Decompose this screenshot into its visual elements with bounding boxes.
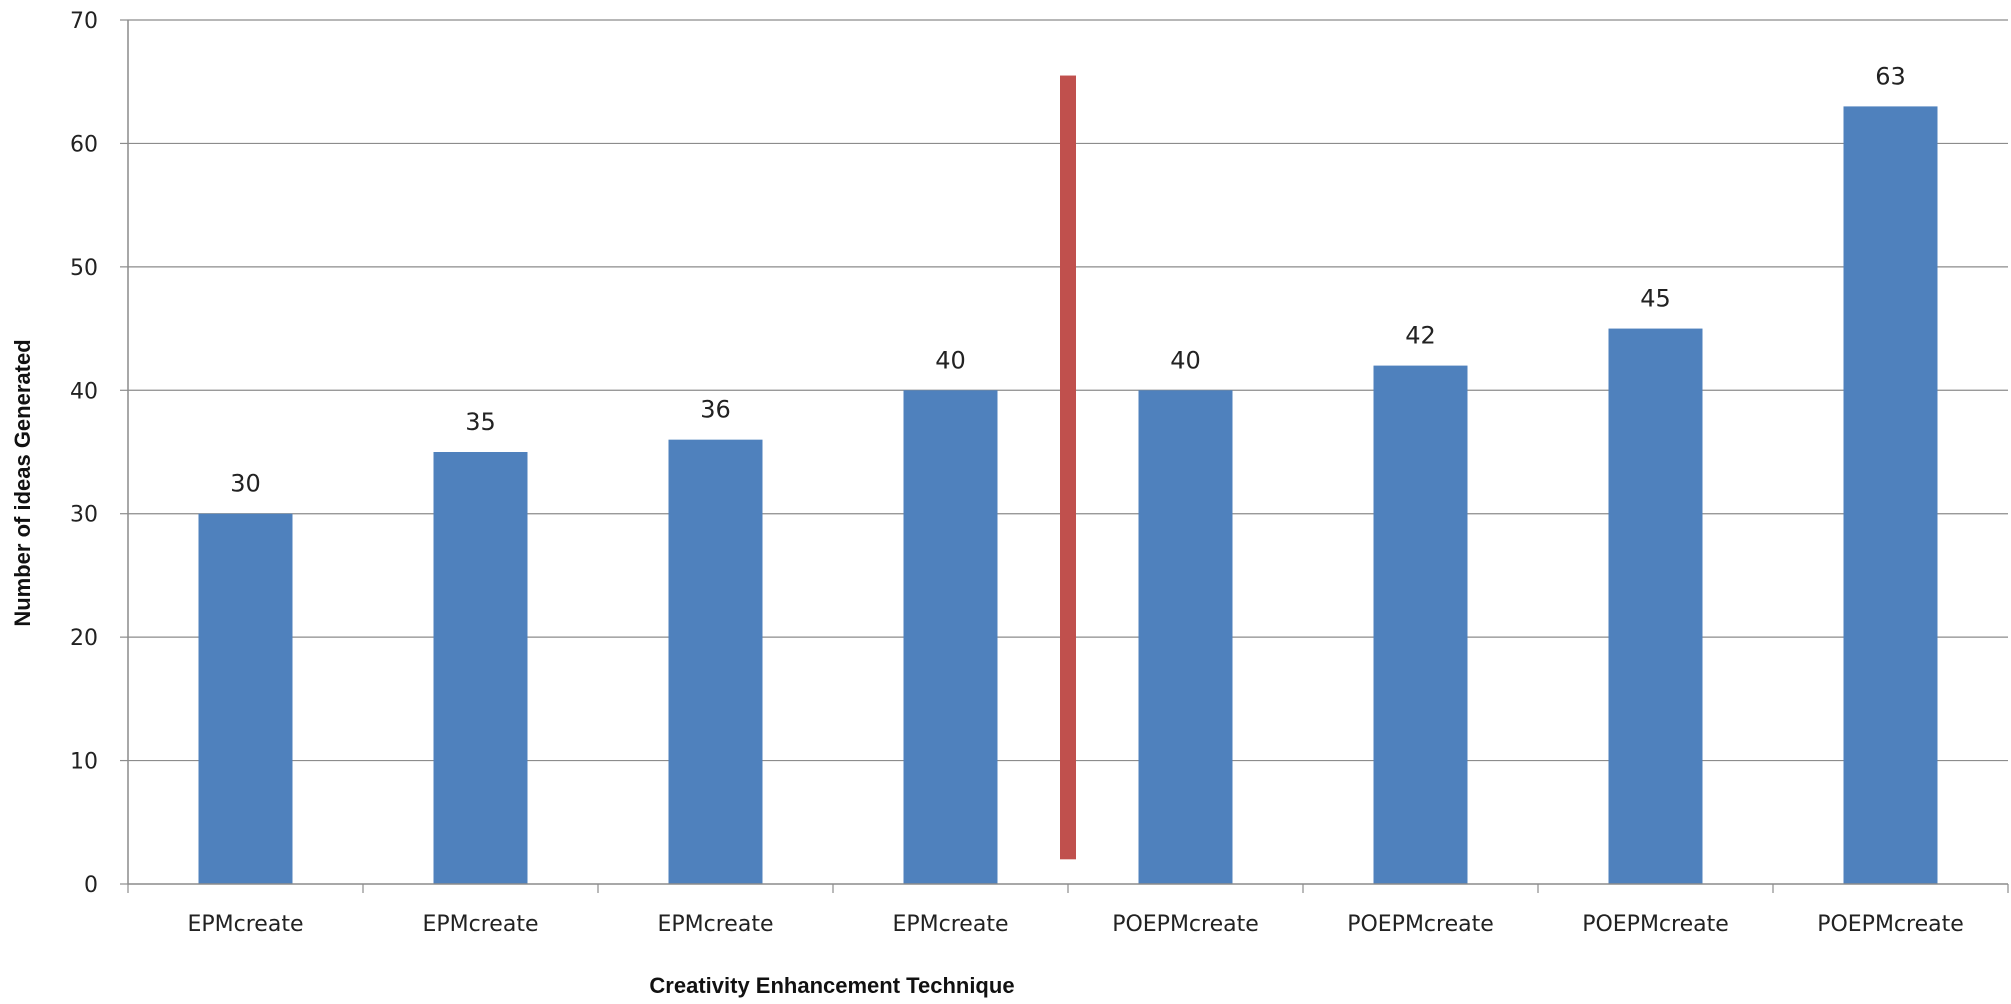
category-label: POEPMcreate [1817,912,1964,937]
data-label: 36 [700,396,731,424]
category-label: POEPMcreate [1347,912,1494,937]
data-label: 63 [1875,62,1906,90]
data-label: 45 [1640,285,1671,313]
group-separator-line [1060,75,1076,860]
bar [903,390,998,884]
bar [1138,390,1233,884]
bar [198,513,293,884]
bar [1843,106,1938,884]
category-label: EPMcreate [423,912,539,937]
data-label: 35 [465,408,496,436]
category-label: EPMcreate [658,912,774,937]
data-label: 40 [1170,346,1201,374]
data-label: 40 [935,346,966,374]
y-tick-label: 0 [84,873,98,898]
data-label: 42 [1405,322,1436,350]
bar [433,452,528,884]
axes [127,20,2009,893]
category-label: EPMcreate [188,912,304,937]
category-label: EPMcreate [893,912,1009,937]
y-tick-label: 30 [70,503,98,528]
y-axis-ticks: 0 10 20 30 40 50 60 70 [70,9,128,898]
y-tick-label: 70 [70,9,98,34]
separator-group [1060,75,1076,860]
y-tick-label: 60 [70,132,98,157]
category-labels: EPMcreate EPMcreate EPMcreate EPMcreate POEP… [188,912,1964,937]
y-tick-label: 20 [70,626,98,651]
y-axis-title: Number of ideas Generated [10,339,35,626]
bars [198,106,1938,885]
category-label: POEPMcreate [1582,912,1729,937]
data-label: 30 [230,470,261,498]
y-tick-label: 40 [70,379,98,404]
bar [1608,328,1703,885]
bar [668,439,763,884]
bar [1373,365,1468,885]
data-labels: 30 35 36 40 40 42 45 63 [230,62,1906,497]
category-label: POEPMcreate [1112,912,1259,937]
y-tick-label: 50 [70,256,98,281]
y-tick-label: 10 [70,750,98,775]
x-axis-title: Creativity Enhancement Technique [649,973,1014,998]
